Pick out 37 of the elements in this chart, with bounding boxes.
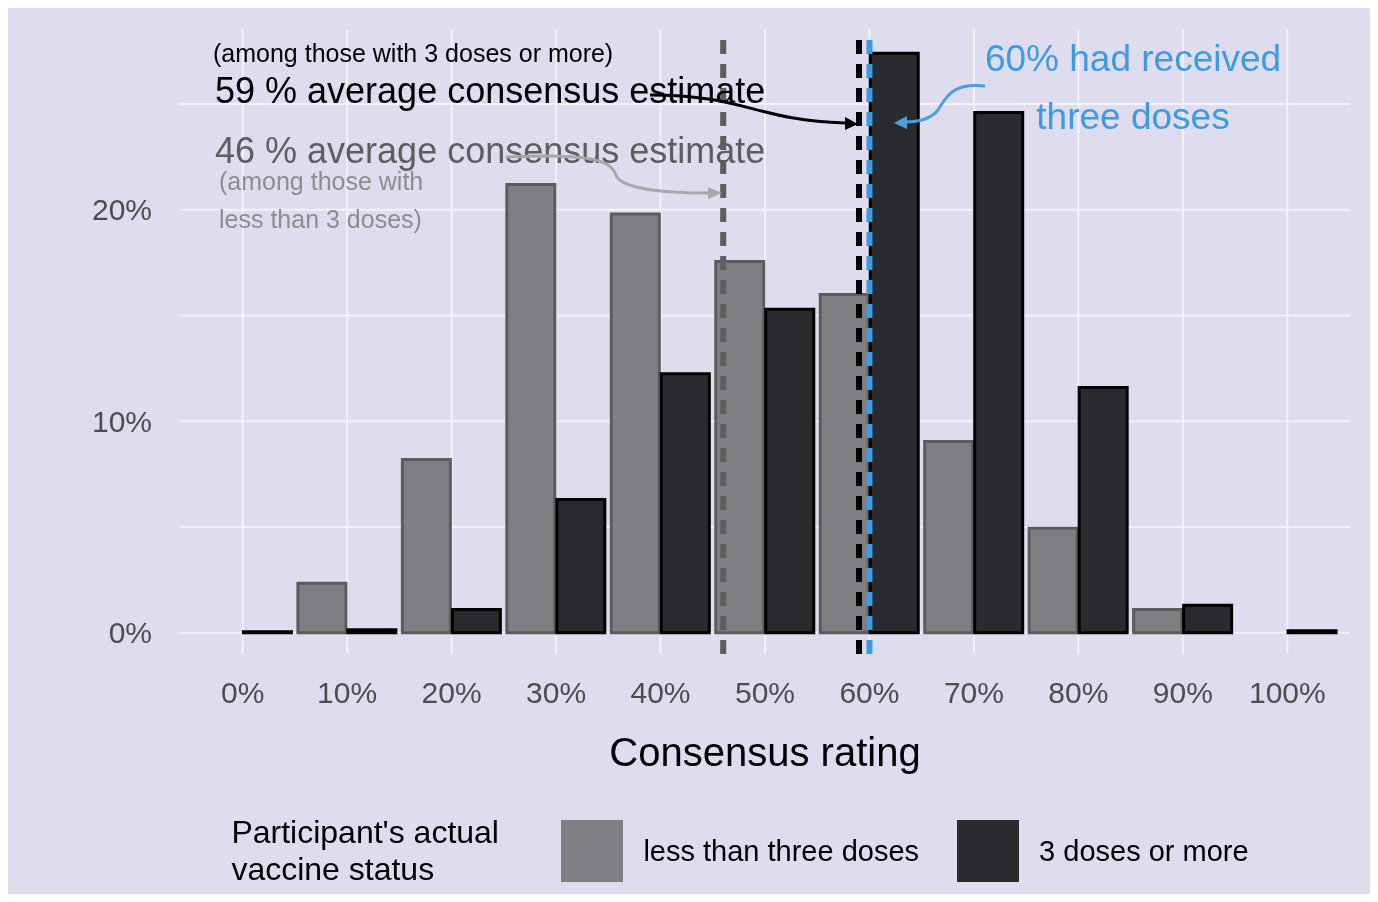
x-tick-label: 80% [1048,676,1109,710]
x-tick-label: 10% [317,676,378,710]
x-tick-label: 90% [1152,676,1213,710]
x-tick-label: 100% [1248,676,1326,710]
bar [1132,608,1184,635]
x-tick-label: 40% [630,676,691,710]
bar [1027,526,1079,635]
bar [609,212,661,635]
bar [764,307,816,635]
y-tick-label: 20% [91,193,152,227]
bar [555,498,607,635]
x-tick-label: 30% [526,676,587,710]
bar [1077,385,1129,635]
x-tick-label: 0% [221,676,265,710]
bar [973,110,1025,635]
x-tick-label: 70% [943,676,1004,710]
legend-label: less than three doses [643,834,920,868]
bar [1286,629,1338,635]
bar [450,608,502,635]
bar [923,439,975,635]
bar [400,457,452,635]
y-tick-label: 0% [108,616,152,650]
annotation: (among those with 3 doses or more) [213,39,614,67]
x-axis-title: Consensus rating [609,730,921,774]
bar [505,182,557,635]
bar [296,581,348,635]
bar [1182,603,1234,635]
ref-line-label: 46 % average consensus estimate [215,129,767,171]
x-tick-label: 60% [839,676,900,710]
bar [346,628,398,635]
bar [659,372,711,635]
ref-line-label: 60% had received three doses [983,37,1283,139]
legend-title: Participant's actual vaccine status [231,814,500,888]
y-tick-label: 10% [91,404,152,438]
x-tick-label: 20% [421,676,482,710]
legend-label: 3 doses or more [1039,834,1249,868]
x-tick-label: 50% [734,676,796,710]
